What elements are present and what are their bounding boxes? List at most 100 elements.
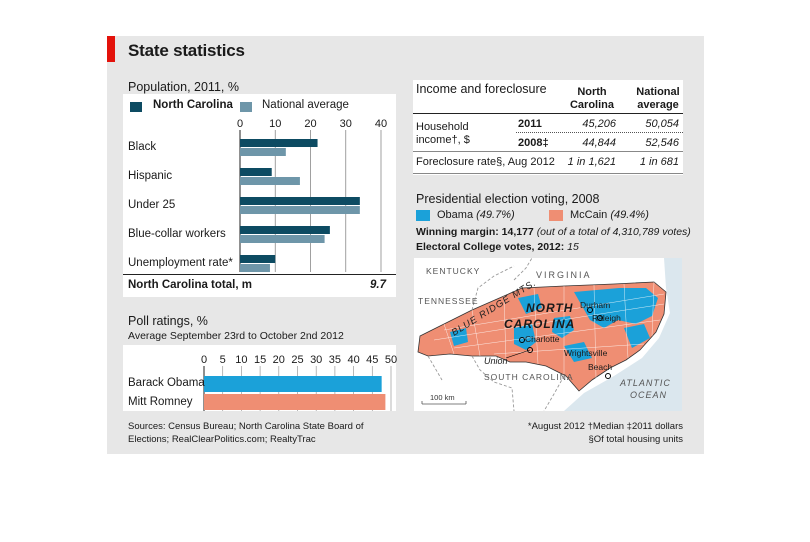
obama-region-east bbox=[574, 288, 658, 328]
national-income-2008: 52,546 bbox=[645, 137, 679, 149]
county-lines bbox=[433, 281, 665, 379]
table-rule-top bbox=[413, 113, 683, 114]
winning-margin: Winning margin: 14,177 (out of a total o… bbox=[416, 226, 691, 238]
scale-label: 100 km bbox=[430, 393, 455, 402]
obama-region-south bbox=[564, 342, 592, 362]
north-carolina-map: KENTUCKY VIRGINIA TENNESSEE BLUE RIDGE M… bbox=[414, 258, 682, 411]
bar-national-4 bbox=[240, 264, 270, 272]
tick-label-20: 20 bbox=[304, 118, 316, 130]
poll-bar-1 bbox=[204, 394, 386, 410]
bar-nc-1 bbox=[240, 168, 272, 176]
category-label-under-25: Under 25 bbox=[128, 199, 176, 211]
total-label: North Carolina total, m bbox=[128, 279, 252, 291]
poll-tick-label-15: 15 bbox=[254, 354, 266, 366]
legend-swatch-mccain bbox=[549, 210, 563, 221]
election-heading: Presidential election voting, 2008 bbox=[416, 192, 600, 206]
obama-region-west bbox=[450, 328, 468, 346]
label-kentucky: KENTUCKY bbox=[426, 266, 480, 276]
total-divider bbox=[123, 274, 396, 275]
state-borders bbox=[427, 258, 565, 411]
label-beach: Beach bbox=[588, 362, 612, 372]
population-heading: Population, 2011, % bbox=[128, 80, 239, 94]
poll-subheading: Average September 23rd to October 2nd 20… bbox=[128, 330, 344, 342]
total-value: 9.7 bbox=[370, 279, 386, 291]
footnote-1: *August 2012 †Median ‡2011 dollars bbox=[527, 421, 683, 432]
poll-tick-label-50: 50 bbox=[385, 354, 397, 366]
poll-tick-label-20: 20 bbox=[273, 354, 285, 366]
label-wrightsville: Wrightsville bbox=[564, 348, 608, 358]
city-dot-durham bbox=[587, 307, 593, 313]
legend-obama: Obama (49.7%) bbox=[437, 209, 515, 221]
sources: Sources: Census Bureau; North Carolina S… bbox=[128, 421, 364, 445]
label-south-carolina: SOUTH CAROLINA bbox=[484, 372, 574, 382]
category-label-unemployment: Unemployment rate* bbox=[128, 257, 233, 269]
bar-nc-2 bbox=[240, 197, 360, 205]
poll-tick-label-35: 35 bbox=[329, 354, 341, 366]
legend-label-nc: North Carolina bbox=[153, 99, 233, 111]
table-rule-dotted bbox=[516, 132, 683, 133]
bar-nc-0 bbox=[240, 139, 318, 147]
accent-tab bbox=[107, 36, 115, 62]
page-title: State statistics bbox=[128, 41, 245, 60]
label-virginia: VIRGINIA bbox=[536, 270, 592, 280]
bar-national-3 bbox=[240, 235, 325, 243]
table-rule-bottom bbox=[413, 173, 683, 174]
legend-swatch-national bbox=[240, 102, 252, 112]
tick-label-10: 10 bbox=[269, 118, 281, 130]
poll-tick-label-10: 10 bbox=[235, 354, 247, 366]
table-rule-mid bbox=[413, 151, 683, 152]
footnote-2: §Of total housing units bbox=[588, 434, 683, 445]
atlantic-ocean bbox=[564, 258, 682, 411]
poll-label-romney: Mitt Romney bbox=[128, 396, 193, 408]
income-table bbox=[413, 80, 683, 175]
label-durham: Durham bbox=[580, 300, 610, 310]
legend-swatch-nc bbox=[130, 102, 142, 112]
label-ocean: OCEAN bbox=[630, 390, 667, 400]
bar-nc-4 bbox=[240, 255, 276, 263]
category-label-hispanic: Hispanic bbox=[128, 170, 173, 182]
poll-heading: Poll ratings, % bbox=[128, 314, 208, 328]
tick-label-0: 0 bbox=[237, 118, 243, 130]
poll-tick-label-0: 0 bbox=[201, 354, 207, 366]
national-income-2011: 50,054 bbox=[645, 118, 679, 130]
nc-foreclosure: 1 in 1,621 bbox=[567, 156, 616, 168]
label-raleigh: Raleigh bbox=[592, 313, 621, 323]
city-dot-union bbox=[527, 347, 533, 353]
category-label-blue-collar: Blue-collar workers bbox=[128, 228, 226, 240]
tick-label-30: 30 bbox=[340, 118, 352, 130]
label-union: Union bbox=[484, 356, 508, 366]
income-heading: Income and foreclosure bbox=[416, 82, 547, 96]
foreclosure-label: Foreclosure rate§, Aug 2012 bbox=[416, 156, 555, 168]
obama-region-coast bbox=[624, 324, 650, 348]
poll-tick-label-45: 45 bbox=[366, 354, 378, 366]
bar-national-0 bbox=[240, 148, 286, 156]
col-header-national: National average bbox=[636, 86, 680, 111]
poll-tick-label-30: 30 bbox=[310, 354, 322, 366]
nc-income-2008: 44,844 bbox=[582, 137, 616, 149]
label-north: NORTH bbox=[526, 301, 573, 315]
population-chart-area bbox=[123, 94, 396, 297]
poll-tick-label-25: 25 bbox=[291, 354, 303, 366]
bar-national-2 bbox=[240, 206, 360, 214]
poll-tick-label-40: 40 bbox=[347, 354, 359, 366]
col-header-nc: North Carolina bbox=[569, 86, 614, 111]
bar-national-1 bbox=[240, 177, 300, 185]
label-carolina: CAROLINA bbox=[504, 317, 575, 331]
poll-tick-label-5: 5 bbox=[220, 354, 226, 366]
year-2008: 2008‡ bbox=[518, 137, 549, 149]
legend-swatch-obama bbox=[416, 210, 430, 221]
union-leader-line bbox=[505, 349, 531, 359]
category-label-black: Black bbox=[128, 141, 157, 153]
obama-region-northwest bbox=[518, 294, 542, 314]
bar-nc-3 bbox=[240, 226, 330, 234]
label-atlantic: ATLANTIC bbox=[619, 378, 671, 388]
nc-income-2011: 45,206 bbox=[582, 118, 616, 130]
national-foreclosure: 1 in 681 bbox=[639, 156, 679, 168]
legend-mccain: McCain (49.4%) bbox=[570, 209, 649, 221]
obama-region-charlotte bbox=[514, 324, 536, 350]
label-charlotte: Charlotte bbox=[525, 334, 560, 344]
year-2011: 2011 bbox=[518, 118, 542, 130]
income-row-label: Household income†, $ bbox=[416, 121, 470, 146]
